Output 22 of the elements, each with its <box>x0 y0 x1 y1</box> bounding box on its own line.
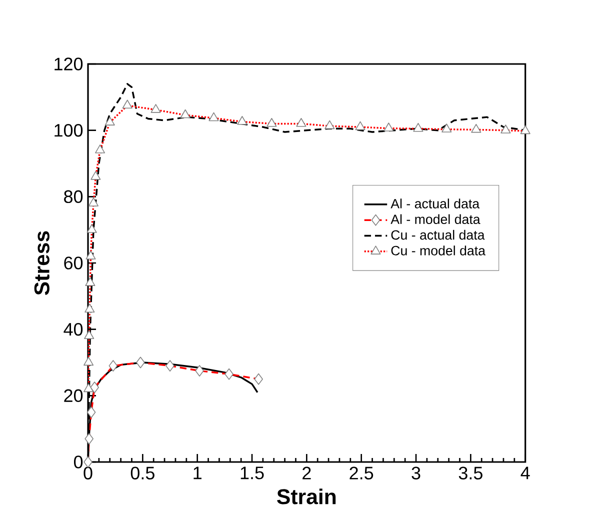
y-tick-label: 100 <box>54 124 83 137</box>
y-tick-label: 40 <box>64 322 83 336</box>
x-tick-label: 2 <box>302 466 311 480</box>
y-tick-label: 120 <box>54 58 83 70</box>
legend-label: Al - model data <box>390 214 480 224</box>
y-tick-label: 60 <box>64 256 83 270</box>
legend-label: Al - actual data <box>390 198 480 208</box>
y-tick-label: 0 <box>74 456 83 468</box>
x-axis-title: Strain <box>277 488 336 504</box>
x-tick-label: 2.5 <box>350 466 374 480</box>
x-tick-label: 1 <box>194 466 202 480</box>
x-tick-label: 3.5 <box>458 466 482 480</box>
legend-label: Cu - actual data <box>391 230 485 240</box>
x-tick-label: 3 <box>412 466 420 480</box>
x-tick-label: 4 <box>520 466 530 480</box>
y-tick-label: 80 <box>64 190 83 204</box>
legend-label: Cu - model data <box>391 246 486 256</box>
x-tick-label: 1.5 <box>240 466 264 480</box>
y-axis-title: Stress <box>34 231 50 296</box>
y-tick-label: 20 <box>64 389 83 402</box>
x-tick-label: 0.5 <box>130 466 154 480</box>
x-tick-label: 0 <box>84 466 92 480</box>
